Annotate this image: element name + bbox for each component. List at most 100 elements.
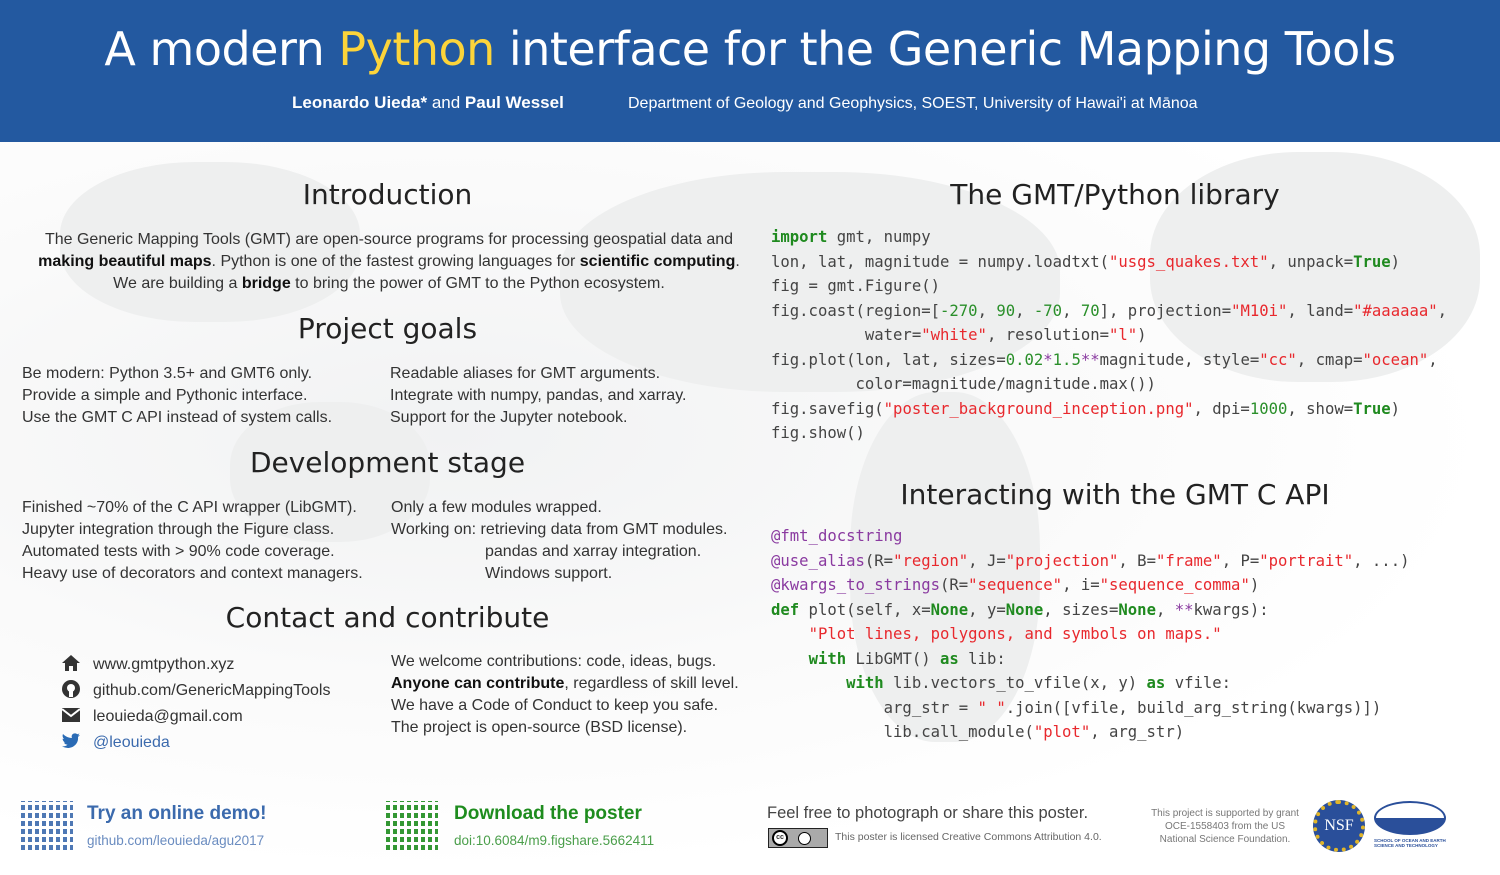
poster-title: A modern Python interface for the Generi… (104, 22, 1396, 76)
list-item: Provide a simple and Pythonic interface. (22, 387, 308, 404)
text-span: The project is open-source (BSD license)… (391, 719, 688, 736)
introduction-text: The Generic Mapping Tools (GMT) are open… (24, 229, 754, 295)
code-token: True (1353, 399, 1391, 418)
demo-link[interactable]: github.com/leouieda/agu2017 (87, 833, 265, 848)
poster-title-link[interactable]: Download the poster (454, 803, 642, 824)
code-token: with (808, 649, 847, 668)
paragraph-line: Anyone can contribute, regardless of ski… (391, 673, 739, 695)
code-token: ** (1080, 350, 1100, 369)
code-token: "sequence" (968, 576, 1063, 594)
demo-qr-code[interactable] (21, 801, 73, 853)
code-line: "Plot lines, polygons, and symbols on ma… (771, 625, 1409, 650)
text-span: kwargs): (1193, 600, 1269, 619)
code-token: "region" (893, 551, 969, 570)
list-item: Be modern: Python 3.5+ and GMT6 only. (22, 365, 313, 382)
code-token: import (771, 228, 828, 246)
text-span: ) (1390, 399, 1401, 418)
text-span: ) (1249, 576, 1260, 594)
text-span: ) (1137, 326, 1147, 344)
text-span: , unpack= (1268, 252, 1354, 271)
code-token: "Plot lines, polygons, and symbols on ma… (808, 625, 1222, 643)
code-token: "plot" (1033, 723, 1091, 741)
goals-right-list: Readable aliases for GMT arguments. Integ… (390, 363, 686, 429)
code-line: lon, lat, magnitude = numpy.loadtxt("usg… (771, 253, 1447, 278)
text-span: to bring the power of GMT to the Python … (290, 275, 665, 292)
text-span (771, 650, 809, 668)
text-span: LibGMT() (846, 649, 941, 668)
paragraph-line: We welcome contributions: code, ideas, b… (391, 651, 739, 673)
code-token: "l" (1109, 326, 1138, 344)
text-span: , (1015, 301, 1034, 320)
email-icon (61, 707, 93, 727)
affiliation: Department of Geology and Geophysics, SO… (628, 95, 1198, 112)
paragraph-line: We are building a bridge to bring the po… (24, 273, 754, 295)
text-span: gmt, numpy (827, 228, 931, 246)
nsf-logo: NSF (1313, 800, 1365, 852)
bold-text: scientific computing (579, 253, 736, 270)
code-token: True (1353, 252, 1391, 271)
code-token: @use_alias (771, 551, 865, 570)
text-span: ) (1390, 252, 1401, 271)
code-token: "usgs_quakes.txt" (1108, 252, 1269, 271)
api-code-block: @fmt_docstring @use_alias(R="region", J="… (771, 527, 1409, 748)
poster-qr-code[interactable] (386, 801, 438, 853)
bold-text: making beautiful maps (38, 253, 212, 270)
code-token: -270 (940, 301, 978, 320)
text-span: color=magnitude/magnitude.max()) (771, 375, 1156, 393)
code-token: None (930, 600, 969, 619)
code-token: "sequence_comma" (1099, 576, 1250, 594)
code-token: 1000 (1249, 399, 1288, 418)
dev-left-list: Finished ~70% of the C API wrapper (LibG… (22, 497, 363, 585)
text-span: , (1062, 301, 1081, 320)
list-item: Readable aliases for GMT arguments. (390, 365, 661, 382)
list-item: pandas and xarray integration. (485, 543, 702, 560)
text-span: , sizes= (1043, 600, 1119, 619)
contribute-text: We welcome contributions: code, ideas, b… (391, 651, 739, 739)
grant-text: This project is supported by grant OCE-15… (1151, 808, 1299, 845)
poster-header: A modern Python interface for the Generi… (0, 0, 1500, 142)
code-token: "projection" (1005, 551, 1119, 570)
code-token: -70 (1033, 301, 1063, 320)
dev-right-list: Only a few modules wrapped. Working on: … (391, 497, 727, 585)
list-item: Windows support. (485, 565, 613, 582)
text-span (771, 674, 846, 692)
soest-logo-text: SCHOOL OF OCEAN AND EARTH SCIENCE AND TE… (1374, 838, 1446, 848)
code-token: "M10i" (1231, 301, 1288, 320)
code-token: 1.5 (1052, 350, 1081, 369)
code-line: import gmt, numpy (771, 228, 1447, 253)
code-line: with lib.vectors_to_vfile(x, y) as vfile… (771, 674, 1409, 699)
code-token: as (940, 649, 959, 668)
code-line: fig.savefig("poster_background_inception… (771, 400, 1447, 425)
list-item: Automated tests with > 90% code coverage… (22, 543, 335, 560)
link-website[interactable]: www.gmtpython.xyz (62, 652, 330, 678)
text-span: (R= (940, 576, 969, 594)
demo-title[interactable]: Try an online demo! (87, 803, 267, 824)
link-github[interactable]: github.com/GenericMappingTools (62, 678, 330, 704)
text-span: lon, lat, magnitude = numpy.loadtxt( (771, 252, 1109, 271)
link-email[interactable]: leouieda@gmail.com (61, 704, 330, 730)
paragraph-line: The Generic Mapping Tools (GMT) are open… (24, 229, 754, 251)
text-span: lib.call_module( (771, 723, 1034, 741)
paragraph-line: making beautiful maps. Python is one of … (24, 251, 754, 273)
text-span: . (735, 253, 740, 270)
text-span: , B= (1118, 551, 1156, 570)
text-span: , ...) (1353, 551, 1410, 570)
list-item: Finished ~70% of the C API wrapper (LibG… (22, 499, 357, 516)
text-span: , land= (1287, 301, 1354, 320)
project-goals-heading: Project goals (297, 312, 478, 345)
code-token: "white" (921, 326, 987, 344)
list-item: Use the GMT C API instead of system call… (22, 409, 333, 426)
introduction-heading: Introduction (302, 178, 473, 211)
contact-heading: Contact and contribute (225, 601, 550, 634)
license-text: This poster is licensed Creative Commons… (835, 831, 1102, 843)
link-twitter[interactable]: @leouieda (62, 730, 330, 756)
code-token: "ocean" (1362, 350, 1429, 369)
bold-text: bridge (241, 275, 291, 292)
poster-doi[interactable]: doi:10.6084/m9.figshare.5662411 (454, 833, 655, 848)
code-token: * (1043, 350, 1053, 369)
text-span: fig.coast(region=[ (771, 301, 940, 320)
code-token: "poster_background_inception.png" (883, 399, 1194, 418)
code-token: ** (1174, 600, 1194, 619)
code-line: @fmt_docstring (771, 527, 1409, 552)
code-token: "cc" (1259, 350, 1297, 369)
